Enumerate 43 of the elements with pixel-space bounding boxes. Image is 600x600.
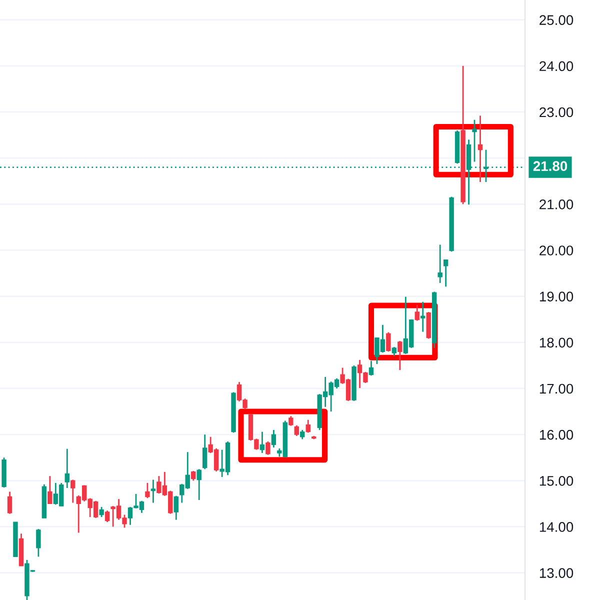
candlestick bbox=[260, 431, 265, 454]
y-tick-label: 19.00 bbox=[540, 292, 574, 302]
candlestick bbox=[196, 468, 202, 501]
candlestick bbox=[174, 495, 179, 521]
y-tick-label: 15.00 bbox=[540, 476, 574, 486]
candlestick bbox=[48, 475, 52, 504]
candlestick bbox=[150, 479, 156, 504]
candlestick bbox=[306, 419, 310, 434]
candlestick bbox=[70, 479, 76, 504]
candlestick bbox=[145, 482, 150, 499]
y-tick-label: 18.00 bbox=[540, 338, 574, 348]
candlestick bbox=[288, 415, 294, 426]
candlestick bbox=[392, 346, 397, 357]
y-tick-label: 13.00 bbox=[540, 568, 574, 578]
candlestick bbox=[64, 448, 70, 489]
candlestick bbox=[386, 332, 391, 352]
y-tick-label: 21.00 bbox=[540, 199, 574, 210]
y-tick-label: 14.00 bbox=[540, 522, 574, 532]
y-tick-label: 17.00 bbox=[540, 384, 574, 394]
y-tick-label: 20.00 bbox=[540, 246, 574, 256]
candlestick bbox=[266, 440, 270, 456]
candlestick bbox=[443, 258, 448, 288]
candlestick bbox=[300, 429, 305, 440]
candlestick bbox=[191, 470, 196, 482]
candlestick bbox=[398, 340, 402, 371]
candlestick bbox=[294, 424, 299, 437]
candlestick bbox=[202, 434, 208, 470]
candlestick bbox=[478, 114, 483, 183]
y-tick-label: 25.00 bbox=[540, 15, 574, 25]
candlestick bbox=[271, 429, 276, 448]
y-tick-label: 16.00 bbox=[540, 430, 574, 440]
y-tick-label: 23.00 bbox=[540, 107, 574, 118]
y-tick-label: 24.00 bbox=[540, 61, 574, 72]
candlestick bbox=[438, 244, 442, 284]
candlestick bbox=[368, 360, 374, 376]
candlestick bbox=[7, 491, 12, 515]
candlestick bbox=[414, 304, 420, 322]
candlestick bbox=[104, 510, 110, 523]
candlestick bbox=[420, 301, 426, 332]
ref-line-label: 21.80 bbox=[533, 161, 568, 172]
candlestick bbox=[99, 506, 104, 518]
candlestick bbox=[472, 119, 477, 162]
candlestick bbox=[36, 528, 41, 558]
